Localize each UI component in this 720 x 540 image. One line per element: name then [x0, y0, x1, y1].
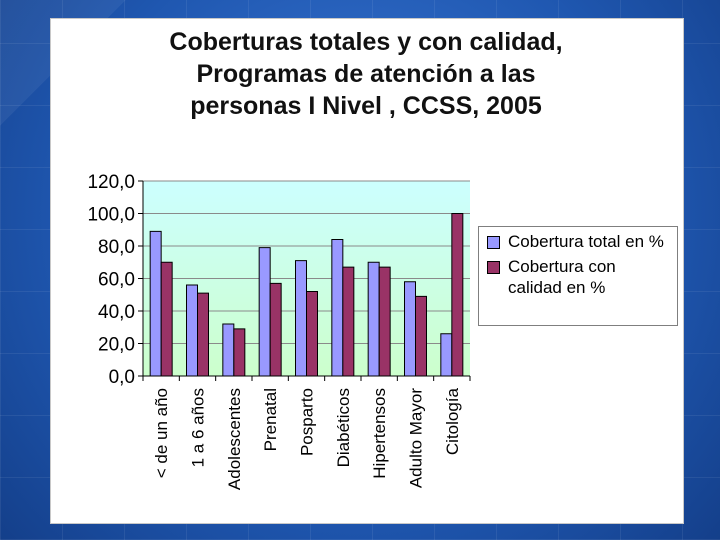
x-category-label: < de un año — [152, 388, 171, 478]
y-tick-label: 100,0 — [87, 205, 135, 226]
bar-total — [295, 260, 307, 377]
bar-total — [258, 247, 271, 377]
bar-total — [367, 261, 380, 377]
bar-calidad — [233, 328, 246, 377]
bar-calidad — [378, 266, 391, 377]
y-tick-label: 40,0 — [98, 302, 135, 323]
y-tick-label: 20,0 — [98, 335, 135, 356]
bar-total — [404, 281, 416, 377]
x-category-label: Prenatal — [261, 388, 280, 451]
x-category-label: 1 a 6 años — [189, 388, 208, 467]
y-tick-label: 120,0 — [87, 172, 135, 193]
legend-label-calidad: Cobertura con calidad en % — [508, 257, 616, 297]
y-tick-label: 80,0 — [98, 237, 135, 258]
legend-item-total: Cobertura total en % — [485, 231, 671, 252]
chart-title-line-2: Programas de atención a las — [196, 60, 536, 88]
bar-calidad — [197, 292, 209, 377]
x-category-label: Adolescentes — [225, 388, 244, 490]
x-category-label: Hipertensos — [370, 388, 389, 479]
bar-total — [222, 323, 235, 377]
bar-total — [186, 284, 198, 377]
chart-title: Coberturas totales y con calidad, Progra… — [50, 26, 682, 122]
axes: 0,0 20,0 40,0 60,0 80,0 100,0 120,0 < de un año… — [87, 172, 471, 490]
bar-total — [149, 230, 162, 377]
x-category-label: Citología — [443, 387, 462, 455]
chart-title-line-1: Coberturas totales y con calidad, — [169, 28, 563, 56]
legend-item-calidad: Cobertura con calidad en % — [485, 256, 671, 298]
bar-calidad — [342, 266, 355, 377]
bar-total — [440, 333, 453, 377]
legend-swatch-total — [487, 236, 500, 249]
x-category-label: Adulto Mayor — [407, 388, 426, 488]
bar-total — [331, 239, 344, 377]
bars — [149, 213, 464, 377]
legend-swatch-calidad — [487, 261, 500, 274]
chart-title-line-3: personas I Nivel , CCSS, 2005 — [190, 92, 542, 120]
bar-calidad — [306, 291, 318, 377]
bar-calidad — [160, 261, 173, 377]
y-tick-label: 60,0 — [98, 270, 135, 291]
bar-calidad — [269, 282, 282, 377]
x-category-label: Posparto — [298, 388, 317, 456]
legend: Cobertura total en % Cobertura con calid… — [478, 226, 678, 326]
bar-calidad — [415, 295, 427, 377]
y-tick-label: 0,0 — [109, 367, 135, 388]
x-category-label: Diabéticos — [334, 388, 353, 467]
bar-calidad — [451, 213, 464, 377]
legend-label-total: Cobertura total en % — [508, 232, 664, 251]
